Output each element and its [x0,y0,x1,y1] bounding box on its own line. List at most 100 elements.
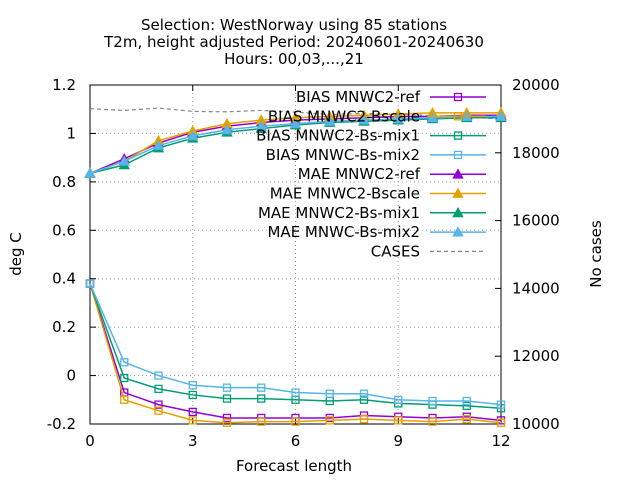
y-tick-label: 1.2 [52,76,76,94]
data-point [154,406,163,415]
y2-tick-label: 10000 [512,415,560,433]
legend-label: CASES [371,242,420,260]
data-point [462,415,471,424]
data-point [222,418,232,427]
y2-tick-label: 14000 [512,279,560,297]
legend-item: BIAS MNWC-Bs-mix2 [266,146,486,164]
y2-tick-label: 12000 [512,347,560,365]
legend-marker [452,187,464,198]
data-point [359,389,369,398]
y-tick-label: 0.4 [52,270,76,288]
x-axis-label: Forecast length [236,457,352,475]
data-point [359,415,369,424]
data-point [428,396,437,406]
legend-marker [452,206,464,218]
title-line-1: Selection: WestNorway using 85 stations [141,16,447,34]
data-point [152,139,165,150]
x-tick-label: 9 [393,432,403,450]
y2-axis-label: No cases [587,220,605,288]
data-point [85,279,95,288]
legend-label: BIAS MNWC-Bs-mix2 [266,146,420,164]
legend-marker [452,168,464,179]
y-axis-label: deg C [7,232,25,276]
data-point [426,111,439,123]
data-point [154,384,163,394]
legend-item: MAE MNWC-Bs-mix2 [267,223,486,241]
legend-marker [453,112,463,121]
data-point [222,383,232,392]
y-tick-label: 0.8 [52,173,76,191]
y-tick-label: 0 [66,367,76,385]
data-point [291,417,300,426]
y2-tick-label: 20000 [512,76,560,94]
series-3 [85,279,506,409]
y-tick-label: 0.6 [52,221,76,239]
legend-marker [453,150,463,160]
y-tick-label: -0.2 [47,415,76,433]
data-point [394,395,403,404]
data-point [221,123,233,135]
legend-label: MAE MNWC2-ref [298,165,421,183]
legend-item: BIAS MNWC2-Bs-mix1 [256,127,486,145]
series-line [89,283,502,424]
data-point [462,401,471,410]
title-line-2: T2m, height adjusted Period: 20240601-20… [103,33,484,51]
data-point [84,167,96,178]
data-point [255,120,267,131]
legend-item: MAE MNWC2-Bscale [270,185,486,203]
series-7 [84,110,507,178]
x-tick-label: 3 [188,432,198,450]
legend-label: MAE MNWC2-Bscale [270,185,420,203]
data-point [325,416,334,425]
series-line [89,283,502,406]
data-point [462,396,471,406]
chart-title: Selection: WestNorway using 85 stations … [103,16,484,68]
legend-label: BIAS MNWC2-Bscale [268,107,420,125]
data-point [188,416,197,425]
legend-marker [453,131,463,140]
legend-label: MAE MNWC2-Bs-mix1 [258,204,420,222]
data-point [358,114,370,125]
y-tick-label: 0.2 [52,318,76,336]
data-point [187,130,199,141]
x-tick-label: 12 [491,432,510,450]
data-point [394,416,403,425]
data-point [392,113,404,124]
data-point [118,155,130,166]
legend-item: CASES [371,242,486,260]
data-point [495,110,507,121]
legend-item: BIAS MNWC2-ref [296,88,486,106]
data-point [222,394,232,403]
data-point [188,390,197,400]
y2-tick-label: 18000 [512,144,560,162]
data-point [257,383,266,392]
data-point [257,417,266,426]
data-point [359,395,369,404]
data-point [154,371,163,380]
legend-marker [453,92,463,102]
legend-item: MAE MNWC2-Bs-mix1 [258,204,486,222]
data-point [120,373,129,383]
legend-marker [452,226,464,237]
data-point [325,389,334,398]
legend-label: BIAS MNWC2-ref [296,88,421,106]
data-point [120,358,129,367]
data-point [257,394,266,403]
x-tick-label: 0 [85,432,95,450]
data-point [496,400,506,409]
legend-item: MAE MNWC2-ref [298,165,486,183]
y-tick-label: 1 [66,124,76,142]
data-point [188,407,197,417]
data-point [496,418,506,427]
axis-ticks: 0 3 6 9 12 -0.2 0 0.2 0.4 0.6 0.8 1 1.2 10000 12000 140… [47,76,560,450]
data-point [154,400,163,409]
data-point [428,417,437,426]
title-line-3: Hours: 00,03,...,21 [224,50,364,68]
y2-tick-label: 16000 [512,212,560,230]
data-point [324,115,336,126]
legend-item: BIAS MNWC2-Bscale [268,107,486,125]
data-point [120,395,129,404]
data-point [291,388,300,397]
legend-label: MAE MNWC-Bs-mix2 [267,223,420,241]
